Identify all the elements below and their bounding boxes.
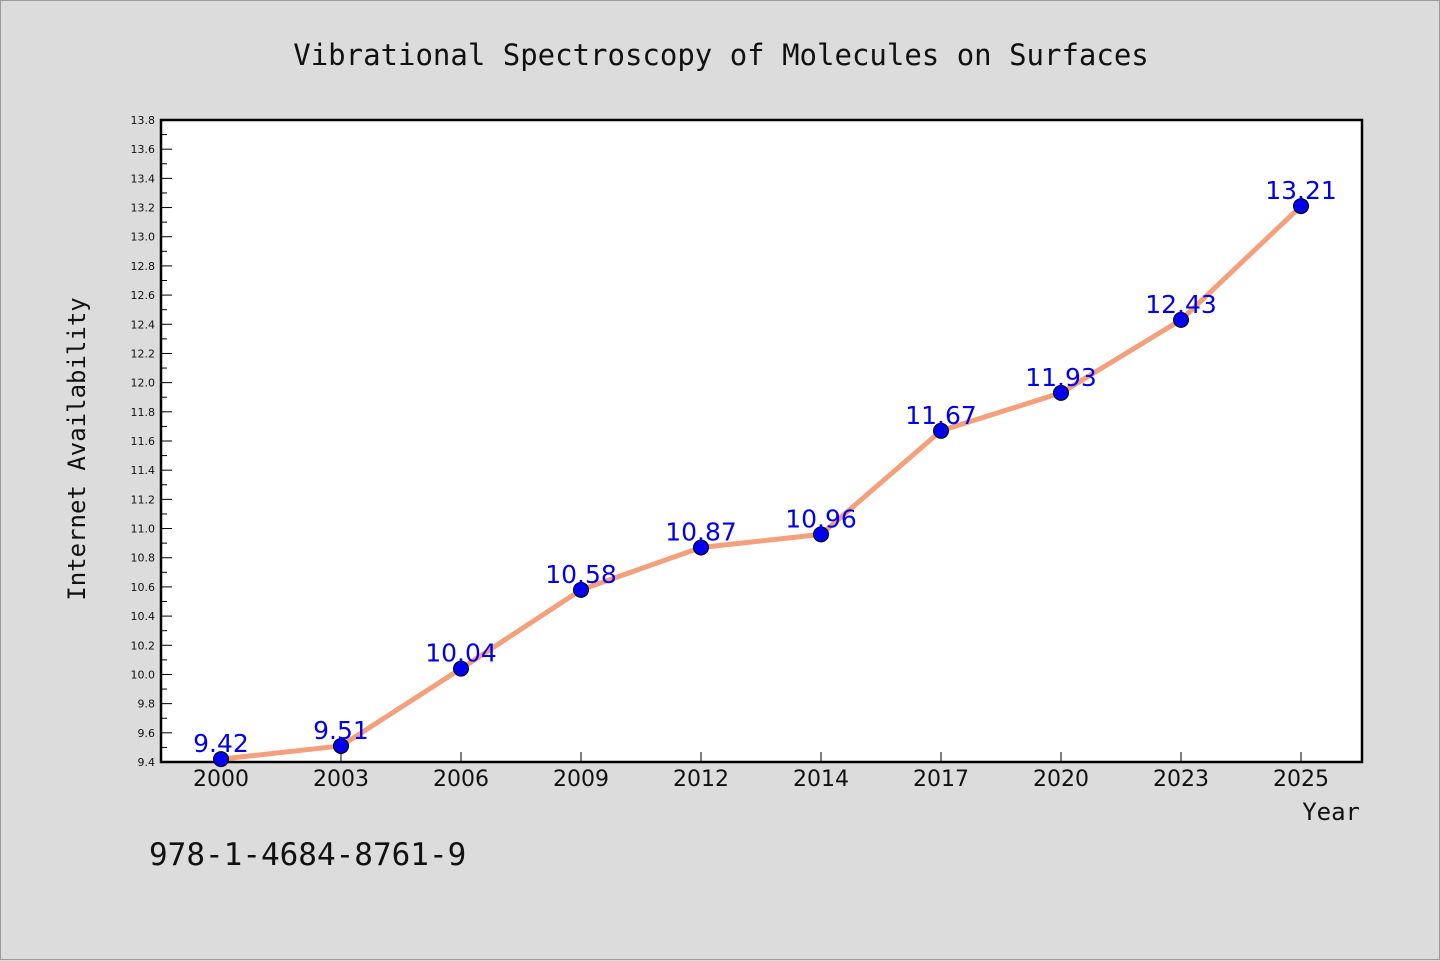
y-tick-label: 11.6 — [131, 435, 156, 448]
y-tick-label: 13.8 — [131, 114, 156, 127]
x-tick-label: 2000 — [193, 767, 249, 792]
data-point — [933, 422, 949, 439]
data-label: 13.21 — [1265, 176, 1337, 205]
data-point — [573, 581, 589, 598]
data-label: 9.51 — [313, 716, 369, 745]
x-tick-label: 2003 — [313, 767, 369, 792]
x-axis-label: Year — [1302, 798, 1360, 826]
y-tick-label: 9.4 — [138, 756, 156, 769]
data-label: 10.58 — [545, 560, 617, 589]
y-tick-label: 12.0 — [131, 377, 156, 390]
data-point — [333, 737, 349, 754]
y-tick-label: 9.8 — [138, 698, 156, 711]
series-line-group — [213, 198, 1309, 768]
isbn-text: 978-1-4684-8761-9 — [149, 837, 466, 873]
data-label: 10.04 — [425, 639, 497, 668]
x-tick-label: 2014 — [793, 767, 849, 792]
y-tick-label: 10.6 — [131, 581, 156, 594]
y-axis: 9.4 9.6 9.8 10.0 10.2 10.4 10.6 10.8 11.0 11.2 11.… — [131, 114, 172, 769]
data-point — [1053, 384, 1069, 401]
y-tick-label: 13.0 — [131, 231, 156, 244]
y-tick-label: 13.2 — [131, 202, 156, 215]
data-point — [1173, 311, 1189, 328]
plot-area — [159, 118, 1364, 764]
y-tick-label: 10.2 — [131, 639, 156, 652]
data-label: 10.96 — [785, 504, 857, 533]
x-axis: 2000 2003 2006 2009 2012 2014 2017 2020 2023 2025 — [193, 752, 1329, 792]
x-tick-label: 2006 — [433, 767, 489, 792]
y-axis-label: Internet Availability — [63, 297, 91, 600]
y-tick-label: 13.4 — [131, 172, 156, 185]
data-label: 9.42 — [193, 729, 249, 758]
x-tick-label: 2009 — [553, 767, 609, 792]
data-label: 11.67 — [905, 401, 977, 430]
data-point — [693, 539, 709, 556]
y-tick-label: 12.8 — [131, 260, 156, 273]
data-point — [1293, 198, 1309, 215]
series-line — [220, 204, 1303, 762]
y-tick-label: 12.4 — [131, 318, 156, 331]
x-tick-label: 2025 — [1273, 767, 1329, 792]
y-tick-label: 11.2 — [131, 493, 156, 506]
y-tick-label: 12.6 — [131, 289, 156, 302]
y-tick-label: 11.0 — [131, 523, 156, 536]
data-point — [453, 660, 469, 677]
y-tick-label: 10.4 — [131, 610, 156, 623]
data-label: 12.43 — [1145, 290, 1217, 319]
data-point — [813, 526, 829, 543]
chart-title: Vibrational Spectroscopy of Molecules on… — [293, 38, 1149, 72]
x-tick-label: 2020 — [1033, 767, 1089, 792]
y-tick-label: 11.8 — [131, 406, 156, 419]
y-tick-label: 10.0 — [131, 668, 156, 681]
y-tick-label: 13.6 — [131, 143, 156, 156]
data-point — [213, 751, 229, 768]
y-tick-label: 9.6 — [138, 727, 156, 740]
data-labels: 9.42 9.51 10.04 10.58 10.87 10.96 11.67 11.93 12… — [193, 176, 1337, 758]
x-tick-label: 2017 — [913, 767, 969, 792]
x-tick-label: 2012 — [673, 767, 729, 792]
data-label: 11.93 — [1025, 363, 1097, 392]
data-label: 10.87 — [665, 518, 737, 547]
y-tick-label: 12.2 — [131, 347, 156, 360]
x-tick-label: 2023 — [1153, 767, 1209, 792]
y-tick-label: 11.4 — [131, 464, 156, 477]
y-tick-label: 10.8 — [131, 552, 156, 565]
